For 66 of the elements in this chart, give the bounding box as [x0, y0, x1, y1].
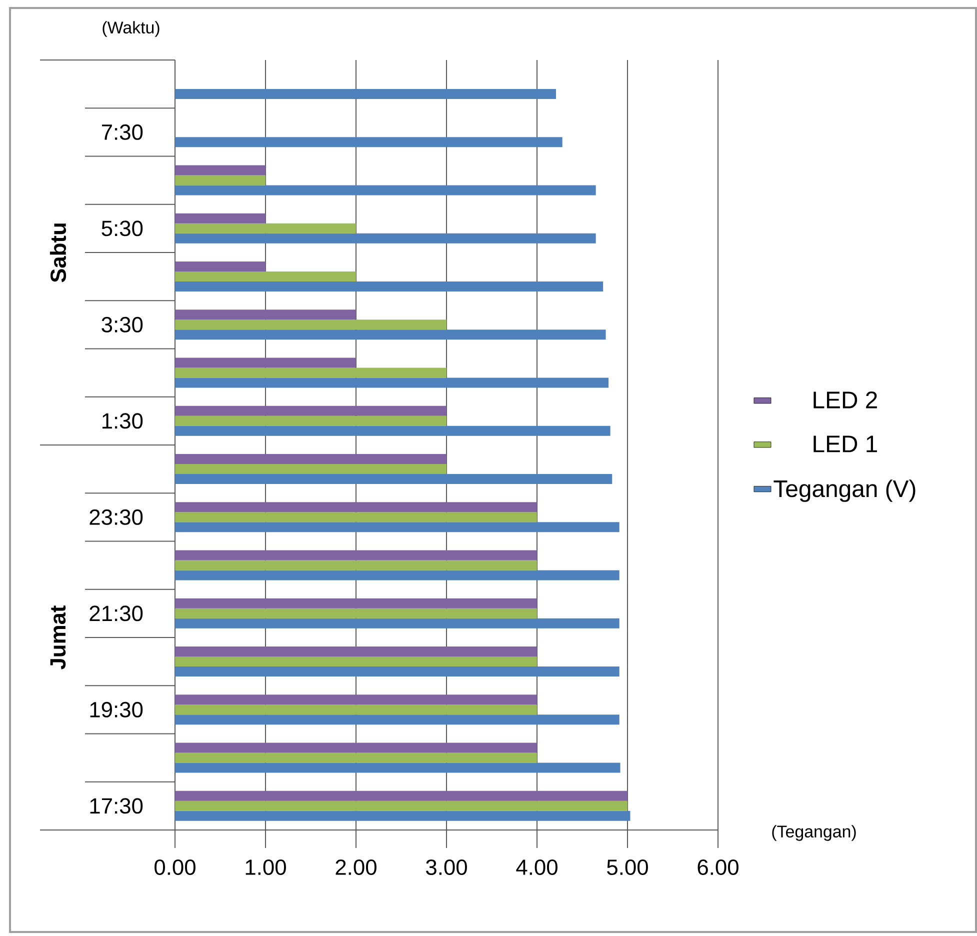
bar: [175, 137, 562, 148]
bar: [175, 752, 538, 763]
bar: [175, 608, 538, 618]
x-tick-label: 5.00: [607, 860, 648, 876]
text: Jumat: [50, 605, 66, 670]
x-tick-label: 3.00: [426, 860, 467, 876]
y-tick-label: 3:30: [102, 316, 143, 332]
bar: [175, 646, 538, 657]
bar: [175, 666, 620, 677]
x-tick-label: 2.00: [336, 860, 376, 876]
bar: [175, 742, 538, 753]
y-tick-label: 17:30: [90, 798, 143, 814]
bar: [175, 262, 266, 272]
bar: [175, 233, 596, 244]
bar: [175, 762, 620, 773]
text: Sabtu: [50, 223, 66, 282]
x-tick-label: 0.00: [154, 860, 196, 876]
bar: [175, 368, 447, 378]
x-axis-title: (Tegangan): [772, 825, 856, 841]
bar: [175, 694, 538, 705]
bar: [175, 550, 538, 560]
bar: [175, 522, 620, 532]
bar: [175, 330, 606, 340]
bar: [175, 570, 620, 580]
bar: [175, 810, 630, 821]
bar: [175, 272, 356, 282]
bar: [175, 89, 556, 100]
y-axis-title: (Waktu): [102, 21, 160, 37]
bar: [175, 165, 266, 176]
bar: [175, 800, 628, 811]
bar: [175, 282, 604, 292]
y-tick-label: 23:30: [90, 509, 143, 525]
bar: [175, 656, 538, 667]
bar: [175, 358, 356, 368]
bar: [175, 426, 610, 436]
bar: [175, 406, 447, 416]
x-tick-label: 1.00: [246, 860, 286, 876]
bar: [175, 598, 538, 608]
bar: [175, 310, 356, 320]
bar: [175, 618, 620, 628]
y-tick-label: 21:30: [90, 606, 143, 622]
bar: [175, 223, 356, 234]
bar: [175, 175, 266, 186]
bar: [175, 704, 538, 715]
bar: [175, 560, 538, 570]
x-tick-label: 6.00: [698, 860, 738, 876]
bar: [175, 790, 628, 801]
y-tick-label: 19:30: [90, 702, 143, 718]
legend-label: LED 2: [814, 392, 877, 408]
bar: [175, 474, 612, 484]
bar: [175, 320, 447, 330]
y-tick-label: 1:30: [102, 413, 143, 429]
bar: [175, 213, 266, 224]
bar: [175, 512, 538, 522]
y-tick-label: 5:30: [102, 220, 143, 236]
bar: [175, 416, 447, 426]
bar: [175, 502, 538, 512]
bar: [175, 454, 447, 464]
legend-label: Tegangan (V): [774, 480, 916, 502]
y-tick-label: 7:30: [102, 124, 143, 140]
bar: [175, 185, 596, 196]
bar: [175, 464, 447, 474]
legend-label: LED 1: [814, 436, 877, 452]
bar: [175, 714, 620, 725]
bar: [175, 378, 608, 388]
x-tick-label: 4.00: [516, 860, 558, 876]
